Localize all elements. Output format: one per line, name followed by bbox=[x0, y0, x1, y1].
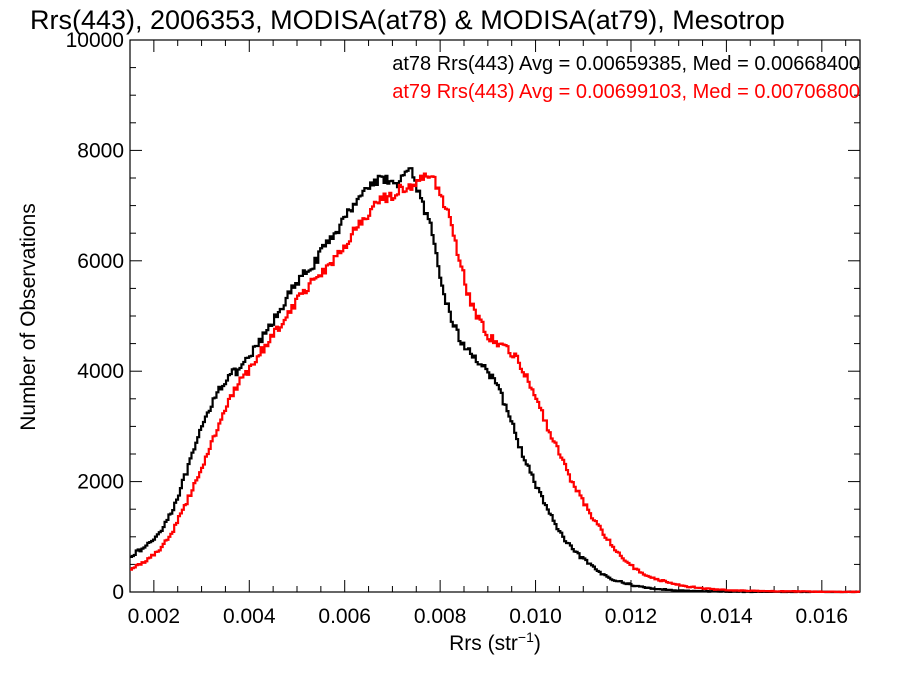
x-axis-ticks: 0.002 0.004 0.006 0.008 0.010 0.012 0.014 0.016 bbox=[128, 40, 849, 628]
x-tick-label: 0.006 bbox=[318, 605, 371, 628]
y-tick-label: 10000 bbox=[66, 29, 124, 52]
y-tick-label: 0 bbox=[112, 581, 124, 604]
at79-stats-annotation: at79 Rrs(443) Avg = 0.00699103, Med = 0.… bbox=[392, 81, 860, 103]
x-tick-label: 0.010 bbox=[509, 605, 562, 628]
y-axis-label: Number of Observations bbox=[17, 203, 40, 431]
x-axis-label-base: Rrs (str bbox=[449, 632, 518, 655]
chart-title: Rrs(443), 2006353, MODISA(at78) & MODISA… bbox=[30, 5, 785, 35]
x-axis-label: Rrs (str−1) bbox=[449, 629, 541, 655]
x-tick-label: 0.012 bbox=[605, 605, 658, 628]
series-line-at79 bbox=[130, 172, 860, 594]
y-axis-ticks: 0 2000 4000 6000 8000 10000 bbox=[66, 29, 860, 604]
x-axis-label-superscript: −1 bbox=[518, 629, 534, 645]
x-tick-label: 0.008 bbox=[414, 605, 467, 628]
series-layer bbox=[130, 167, 860, 594]
x-axis-label-close: ) bbox=[534, 632, 541, 655]
y-tick-label: 6000 bbox=[77, 250, 124, 273]
x-tick-label: 0.016 bbox=[796, 605, 849, 628]
x-tick-label: 0.004 bbox=[223, 605, 276, 628]
plot-frame bbox=[129, 39, 861, 593]
x-tick-label: 0.014 bbox=[700, 605, 753, 628]
y-tick-label: 4000 bbox=[77, 360, 124, 383]
at78-stats-annotation: at78 Rrs(443) Avg = 0.00659385, Med = 0.… bbox=[392, 53, 860, 75]
y-tick-label: 2000 bbox=[77, 471, 124, 494]
y-tick-label: 8000 bbox=[77, 139, 124, 162]
x-tick-label: 0.002 bbox=[128, 605, 181, 628]
